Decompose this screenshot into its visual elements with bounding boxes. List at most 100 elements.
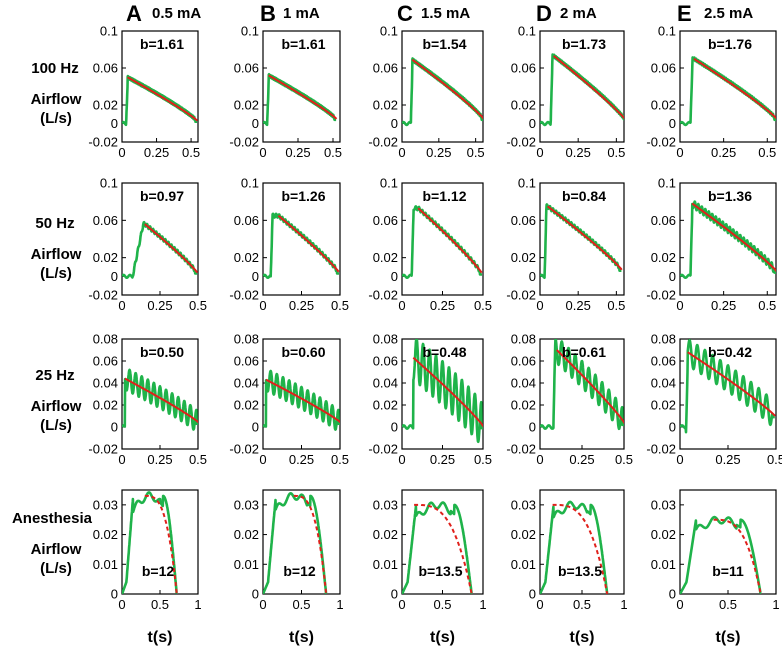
fit-parameter-label: b=12 xyxy=(142,563,175,579)
fit-parameter-label: b=12 xyxy=(283,563,316,579)
y-tick-label: 0.06 xyxy=(511,213,536,228)
x-tick-label: 0.5 xyxy=(758,298,776,313)
series-exponential-fit xyxy=(144,223,198,274)
y-tick-label: 0.04 xyxy=(651,376,676,391)
y-tick-label: 0.02 xyxy=(651,527,676,542)
row-label: 100 Hz xyxy=(31,60,79,77)
y-tick-label: 0.04 xyxy=(373,376,398,391)
x-tick-label: 0 xyxy=(676,597,683,612)
x-tick-label: 0 xyxy=(259,452,266,467)
series-measured-airflow xyxy=(680,339,776,434)
y-tick-label: 0 xyxy=(669,116,676,131)
y-tick-label: 0.01 xyxy=(651,557,676,572)
series-measured-airflow xyxy=(122,491,178,594)
y-tick-label: 0 xyxy=(252,269,259,284)
x-tick-label: 0 xyxy=(259,145,266,160)
series-exponential-fit xyxy=(693,57,776,120)
y-tick-label: 0.1 xyxy=(241,24,259,39)
x-tick-label: 0.25 xyxy=(566,298,591,313)
y-tick-label: 0.06 xyxy=(93,213,118,228)
y-tick-label: 0.06 xyxy=(93,354,118,369)
y-tick-label: -0.02 xyxy=(368,135,398,150)
y-tick-label: 0 xyxy=(391,420,398,435)
y-tick-label: 0.02 xyxy=(511,527,536,542)
fit-parameter-label: b=1.76 xyxy=(708,36,752,52)
y-tick-label: 0 xyxy=(111,269,118,284)
x-tick-label: 0.5 xyxy=(474,298,492,313)
y-tick-label: 0.02 xyxy=(511,98,536,113)
y-tick-label: 0.1 xyxy=(380,176,398,191)
y-tick-label: 0.03 xyxy=(511,497,536,512)
panel-letter: B xyxy=(260,1,276,26)
x-tick-label: 0 xyxy=(259,298,266,313)
series-exponential-fit xyxy=(547,205,623,271)
y-tick-label: 0.02 xyxy=(511,250,536,265)
y-tick-label: -0.02 xyxy=(646,135,676,150)
y-tick-label: -0.02 xyxy=(88,442,118,457)
axes-box xyxy=(401,30,484,143)
series-exponential-fit xyxy=(417,207,483,274)
x-tick-label: 0.25 xyxy=(147,452,172,467)
y-tick-label: 0.01 xyxy=(234,557,259,572)
series-exponential-fit xyxy=(268,74,338,120)
x-tick-label: 0.25 xyxy=(147,298,172,313)
y-tick-label: 0 xyxy=(252,420,259,435)
x-tick-label: 0.25 xyxy=(430,298,455,313)
x-tick-label: 0.5 xyxy=(607,145,625,160)
x-tick-label: 0 xyxy=(118,597,125,612)
y-tick-label: 0.02 xyxy=(93,398,118,413)
series-exponential-fit xyxy=(293,494,328,594)
x-tick-label: 0 xyxy=(118,298,125,313)
stim-current-label: 2 mA xyxy=(560,5,597,22)
y-tick-label: 0 xyxy=(529,420,536,435)
y-tick-label: 0 xyxy=(669,269,676,284)
y-tick-label: 0.06 xyxy=(651,213,676,228)
x-tick-label: 0.5 xyxy=(615,452,633,467)
fit-parameter-label: b=0.97 xyxy=(140,188,184,204)
y-tick-label: -0.02 xyxy=(88,135,118,150)
y-tick-label: 0 xyxy=(669,587,676,602)
y-tick-label: 0.02 xyxy=(234,527,259,542)
x-tick-label: 0.5 xyxy=(758,145,776,160)
y-tick-label: 0 xyxy=(529,587,536,602)
y-tick-label: 0 xyxy=(252,587,259,602)
fit-parameter-label: b=0.61 xyxy=(562,344,606,360)
subplot: 0 0.01 0.02 0.03 0 0.5 1 b=13.5 xyxy=(511,489,628,612)
series-measured-airflow xyxy=(122,74,198,127)
x-tick-label: 0 xyxy=(676,298,683,313)
y-tick-label: 0.06 xyxy=(651,61,676,76)
y-tick-label: 0.08 xyxy=(511,332,536,347)
fit-parameter-label: b=11 xyxy=(712,563,744,579)
y-tick-label: 0.1 xyxy=(658,176,676,191)
series-measured-airflow xyxy=(402,501,473,594)
y-tick-label: -0.02 xyxy=(229,135,259,150)
x-tick-label: 0.5 xyxy=(331,298,349,313)
x-tick-label: 0.5 xyxy=(292,597,310,612)
y-tick-label: 0.02 xyxy=(651,250,676,265)
series-measured-airflow xyxy=(402,205,483,280)
x-axis-label: t(s) xyxy=(430,629,455,646)
y-tick-label: -0.02 xyxy=(506,135,536,150)
series-measured-airflow xyxy=(540,203,623,280)
y-tick-label: 0.02 xyxy=(93,527,118,542)
y-tick-label: 0.06 xyxy=(234,61,259,76)
fit-parameter-label: b=0.50 xyxy=(140,344,184,360)
x-tick-label: 0.25 xyxy=(711,145,736,160)
series-measured-airflow xyxy=(540,339,624,431)
fit-parameter-label: b=13.5 xyxy=(558,563,602,579)
series-exponential-fit xyxy=(144,494,178,594)
fit-parameter-label: b=13.5 xyxy=(419,563,463,579)
y-tick-label: 0.02 xyxy=(373,250,398,265)
x-tick-label: 0 xyxy=(398,298,405,313)
row-label: 25 Hz xyxy=(35,367,74,384)
series-measured-airflow xyxy=(540,53,624,127)
fit-parameter-label: b=1.54 xyxy=(423,36,467,52)
fit-parameter-label: b=1.73 xyxy=(562,36,606,52)
x-tick-label: 0 xyxy=(676,145,683,160)
